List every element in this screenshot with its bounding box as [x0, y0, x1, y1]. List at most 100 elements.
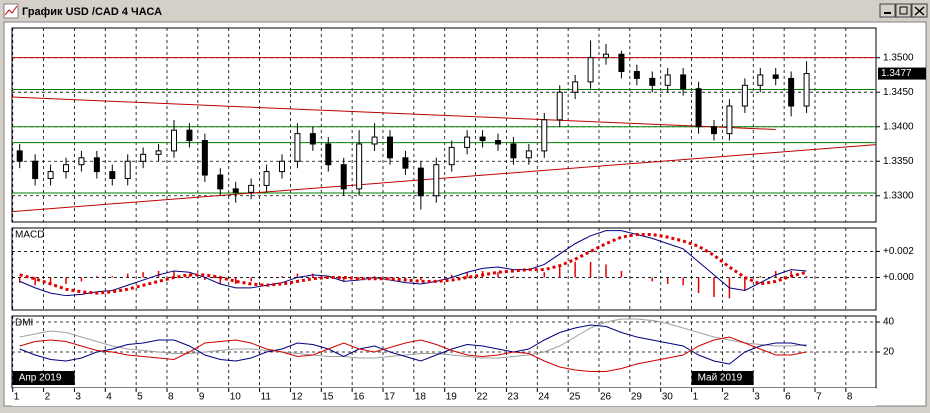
candle-body — [649, 77, 656, 86]
candle-body — [155, 150, 162, 155]
y-tick-label: 1.3450 — [883, 87, 914, 98]
panel-frame — [11, 27, 877, 223]
indicator-line — [19, 318, 807, 359]
trend-line — [11, 144, 877, 213]
candle-body — [664, 74, 671, 86]
candle-body — [464, 136, 471, 148]
candle-body — [63, 164, 69, 173]
window-title: График USD /CAD 4 ЧАСА — [22, 6, 162, 18]
candle-body — [109, 171, 116, 180]
x-tick-label: 5 — [137, 392, 143, 403]
x-tick-label: 30 — [662, 392, 674, 403]
candle-body — [525, 150, 532, 159]
candle-body — [495, 140, 501, 145]
x-tick-label: 4 — [106, 392, 112, 403]
candle-body — [356, 143, 363, 190]
x-tick-label: 11 — [261, 392, 272, 403]
candle-body — [325, 143, 332, 166]
x-tick-label: 8 — [168, 392, 174, 403]
candle-body — [448, 146, 455, 166]
candle-body — [803, 73, 810, 107]
x-tick-label: 12 — [291, 392, 303, 403]
candle-body — [263, 171, 270, 186]
candle-body — [741, 84, 748, 107]
indicator-line — [19, 233, 807, 295]
x-tick-label: 15 — [322, 392, 334, 403]
candle-body — [711, 126, 717, 135]
candle-body — [248, 184, 255, 193]
y-tick-label: 1.3350 — [883, 156, 914, 167]
candle-body — [371, 136, 378, 145]
title-bar — [2, 2, 928, 20]
candle-body — [16, 150, 23, 162]
y-tick-label: 1.3500 — [883, 52, 914, 63]
x-tick-label: 19 — [446, 392, 458, 403]
y-tick-label: 40 — [883, 317, 895, 328]
candle-body — [340, 164, 347, 190]
y-tick-label: 1.3300 — [883, 190, 914, 201]
candle-body — [232, 188, 239, 193]
candle-body — [201, 140, 208, 176]
x-tick-label: 3 — [754, 392, 760, 403]
x-tick-label: 1 — [14, 392, 20, 403]
month-label: Май 2019 — [698, 373, 743, 384]
x-tick-label: 1 — [693, 392, 699, 403]
y-tick-label: 1.3400 — [883, 121, 914, 132]
candle-body — [572, 81, 579, 93]
x-tick-label: 29 — [631, 392, 643, 403]
candle-body — [510, 143, 517, 159]
trend-line — [11, 96, 776, 130]
maximize-icon — [899, 6, 908, 15]
candle-body — [633, 70, 640, 79]
minimize-button[interactable] — [879, 3, 896, 18]
candle-body — [556, 91, 563, 121]
candle-body — [32, 160, 39, 180]
x-tick-label: 18 — [415, 392, 427, 403]
candle-body — [587, 57, 594, 83]
candle-body — [47, 171, 54, 180]
candle-body — [772, 74, 779, 79]
candle-body — [788, 77, 795, 107]
x-tick-label: 9 — [199, 392, 205, 403]
candle-body — [726, 105, 733, 135]
candle-body — [294, 133, 301, 162]
panel-title: DMI — [15, 318, 33, 329]
candle-body — [140, 153, 147, 162]
candle-body — [603, 53, 609, 59]
x-tick-label: 25 — [569, 392, 581, 403]
candle-body — [402, 157, 409, 169]
candle-body — [78, 157, 85, 166]
candle-body — [387, 136, 393, 159]
candle-body — [433, 164, 440, 197]
x-tick-label: 16 — [353, 392, 365, 403]
month-label: Апр 2019 — [19, 373, 62, 384]
panel-title: MACD — [15, 230, 44, 241]
x-tick-label: 8 — [847, 392, 853, 403]
month-label-box — [691, 371, 754, 385]
candle-body — [309, 133, 316, 145]
candle-body — [186, 129, 193, 142]
candle-body — [618, 53, 625, 72]
candle-body — [479, 136, 486, 142]
x-tick-label: 22 — [477, 392, 489, 403]
x-tick-label: 6 — [785, 392, 791, 403]
x-tick-label: 24 — [538, 392, 550, 403]
y-tick-label: +0.000 — [883, 272, 914, 283]
month-label-box — [12, 371, 75, 385]
candle-body — [541, 119, 548, 152]
last-price-label: 1.3477 — [881, 68, 912, 79]
candle-body — [757, 74, 764, 86]
maximize-button[interactable] — [895, 3, 912, 18]
x-tick-label: 2 — [45, 392, 51, 403]
x-tick-label: 17 — [384, 392, 396, 403]
x-tick-label: 3 — [75, 392, 81, 403]
x-tick-label: 2 — [723, 392, 729, 403]
candle-body — [171, 129, 177, 152]
window-icon-line — [4, 5, 18, 16]
x-tick-label: 26 — [600, 392, 612, 403]
candle-body — [124, 160, 131, 180]
candle-body — [680, 74, 687, 90]
window-buttons — [879, 3, 928, 18]
candle-body — [417, 167, 424, 197]
